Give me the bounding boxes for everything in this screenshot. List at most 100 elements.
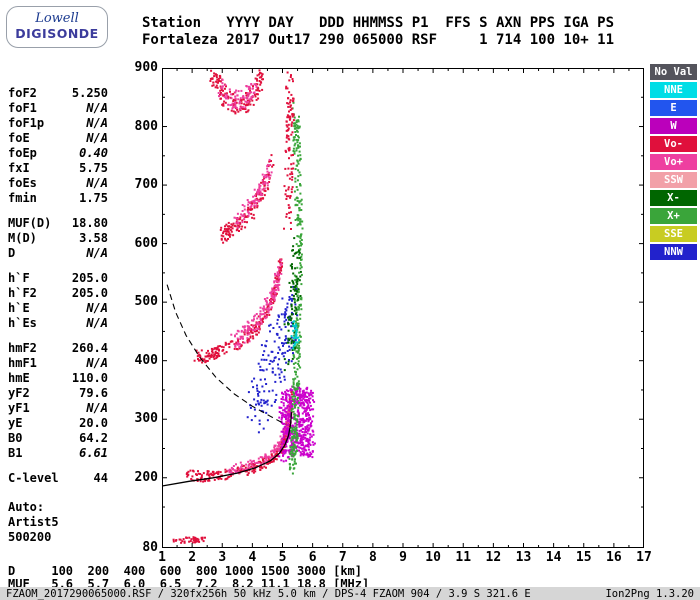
header-station-values: Fortaleza 2017 Out17 290 065000 RSF 1 71… [142, 32, 615, 48]
param-value: 79.6 [79, 386, 108, 400]
plot-frame [162, 68, 644, 548]
param-label: h`E [8, 301, 30, 315]
param-row: h`F 205.0 [8, 271, 108, 286]
param-row: fxI 5.75 [8, 161, 108, 176]
ionogram-plot-area [161, 67, 645, 548]
param-label: foE [8, 131, 30, 145]
x-axis-label: 6 [308, 550, 317, 565]
param-row: C-level 44 [8, 471, 108, 486]
param-value: 260.4 [71, 341, 108, 355]
param-value: 5.250 [71, 86, 108, 100]
param-label: h`F [8, 271, 30, 285]
x-axis-label: 10 [425, 550, 441, 565]
legend-item-nnw: NNW [650, 244, 697, 260]
param-row: B0 64.2 [8, 431, 108, 446]
header-column-titles: Station YYYY DAY DDD HHMMSS P1 FFS S AXN… [142, 15, 615, 31]
param-label: hmE [8, 371, 30, 385]
param-row: foF1p N/A [8, 116, 108, 131]
param-row: hmE 110.0 [8, 371, 108, 386]
param-label: yE [8, 416, 23, 430]
param-row: B1 6.61 [8, 446, 108, 461]
param-label: foF2 [8, 86, 37, 100]
ionogram-canvas [161, 67, 645, 548]
param-value: N/A [86, 356, 108, 370]
y-axis-label: 700 [134, 177, 158, 193]
legend-item-w: W [650, 118, 697, 134]
x-axis-label: 11 [455, 550, 472, 565]
param-value: N/A [86, 131, 108, 145]
x-axis-label: 9 [399, 550, 407, 565]
param-value: 205.0 [71, 271, 108, 285]
param-value: 0.40 [79, 146, 108, 160]
param-row: fmin 1.75 [8, 191, 108, 206]
param-label: hmF2 [8, 341, 37, 355]
logo-lowell-text: Lowell [35, 11, 79, 26]
param-row: hmF1 N/A [8, 356, 108, 371]
param-value: N/A [86, 401, 108, 415]
lowell-digisonde-logo: Lowell DIGISONDE [6, 6, 108, 48]
legend-item-x-: X- [650, 190, 697, 206]
param-row: h`E N/A [8, 301, 108, 316]
x-axis-label: 7 [338, 550, 347, 565]
logo-digisonde-text: DIGISONDE [15, 26, 99, 41]
param-label: foF1p [8, 116, 45, 130]
param-row: foF1 N/A [8, 101, 108, 116]
status-bar: FZAOM_2017290065000.RSF / 320fx256h 50 k… [0, 587, 700, 600]
param-label: foEp [8, 146, 37, 160]
param-value: 205.0 [71, 286, 108, 300]
param-label: D [8, 246, 16, 260]
legend-item-vo-: Vo+ [650, 154, 697, 170]
status-file-info: FZAOM_2017290065000.RSF / 320fx256h 50 k… [6, 587, 531, 600]
x-axis-label: 8 [368, 550, 377, 565]
profile-curve [161, 412, 293, 487]
param-value: 20.0 [79, 416, 108, 430]
y-axis-label: 80 [142, 540, 158, 555]
legend-item-ssw: SSW [650, 172, 697, 188]
legend-item-e: E [650, 100, 697, 116]
legend-item-x-: X+ [650, 208, 697, 224]
param-label: hmF1 [8, 356, 37, 370]
param-label: C-level [8, 471, 59, 485]
x-axis-label: 4 [248, 550, 257, 565]
param-label: B0 [8, 431, 23, 445]
param-label: MUF(D) [8, 216, 52, 230]
d-distance-row: D 100 200 400 600 800 1000 1500 3000 [km… [8, 564, 363, 578]
param-label: foF1 [8, 101, 37, 115]
param-value: 44 [93, 471, 108, 485]
param-value: 5.75 [79, 161, 108, 175]
param-row: foE N/A [8, 131, 108, 146]
y-axis-label: 200 [134, 469, 158, 485]
parameter-group: C-level 44 [8, 471, 108, 486]
autoscaling-info: Auto: Artist5 500200 [8, 500, 108, 545]
param-label: fmin [8, 191, 37, 205]
param-value: 64.2 [79, 431, 108, 445]
y-axis-label: 300 [134, 411, 158, 427]
param-value: N/A [86, 116, 108, 130]
param-row: MUF(D) 18.80 [8, 216, 108, 231]
legend-item-no-val: No Val [650, 64, 697, 80]
param-value: 18.80 [71, 216, 108, 230]
parameter-group: hmF2 260.4 hmF1 N/A hmE 110.0 yF2 79.6 yF1 N/A yE 2… [8, 341, 108, 461]
y-axis-label: 500 [134, 294, 158, 310]
y-axis-label: 800 [134, 118, 158, 134]
param-label: yF1 [8, 401, 30, 415]
param-row: foEs N/A [8, 176, 108, 191]
x-axis-label: 15 [575, 550, 592, 565]
param-label: B1 [8, 446, 23, 460]
param-label: foEs [8, 176, 37, 190]
param-row: yF2 79.6 [8, 386, 108, 401]
x-axis-label: 13 [515, 550, 532, 565]
status-program-version: Ion2Png 1.3.20 [605, 587, 694, 600]
param-row: h`F2 205.0 [8, 286, 108, 301]
x-axis-label: 17 [636, 550, 652, 565]
param-row: hmF2 260.4 [8, 341, 108, 356]
param-value: N/A [86, 176, 108, 190]
x-axis-label: 12 [485, 550, 502, 565]
param-row: D N/A [8, 246, 108, 261]
param-label: M(D) [8, 231, 37, 245]
y-axis-label: 900 [134, 60, 158, 75]
parameter-panel: foF2 5.250 foF1 N/A foF1p N/A foE N/A foEp 0.40 fx… [8, 86, 108, 545]
param-label: fxI [8, 161, 30, 175]
y-axis-label: 400 [134, 352, 158, 368]
